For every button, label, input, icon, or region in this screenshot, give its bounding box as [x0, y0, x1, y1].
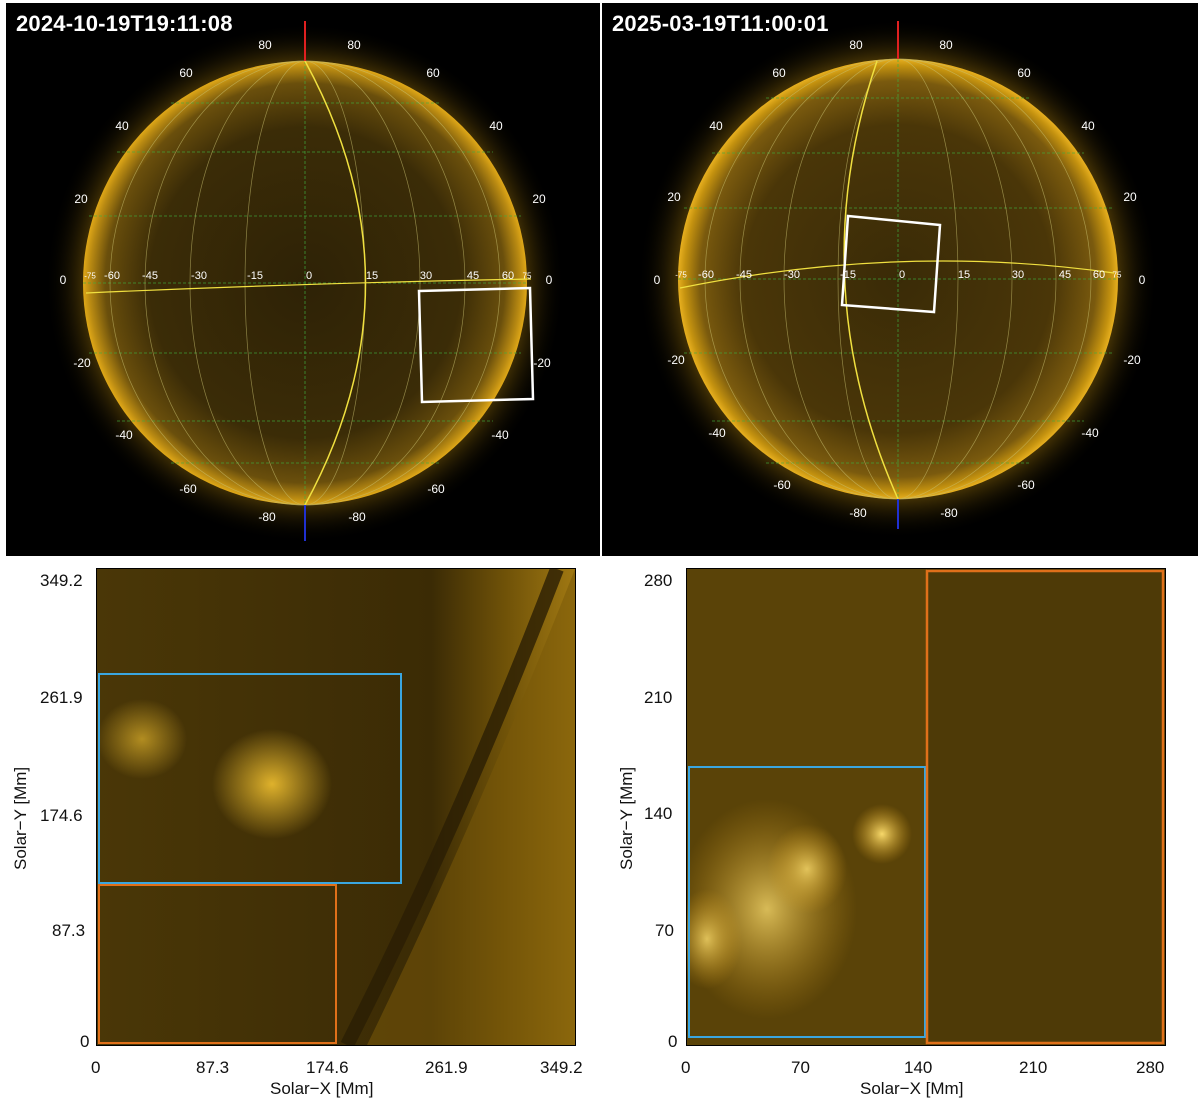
zoom-panel-left — [96, 568, 576, 1046]
lon-label: -75 — [675, 270, 687, 280]
lon-label: 30 — [1011, 269, 1025, 281]
blue-region-box-left — [98, 673, 402, 884]
x-tick: 0 — [91, 1058, 101, 1077]
x-tick: 70 — [791, 1058, 810, 1077]
lon-label: 15 — [957, 269, 971, 281]
lat-label: -80 — [258, 510, 276, 524]
lat-label: 80 — [258, 38, 272, 52]
lat-label: 40 — [489, 119, 503, 133]
lat-label: 80 — [939, 38, 953, 52]
x-tick: 210 — [1019, 1058, 1048, 1077]
y-tick: 349.2 — [40, 571, 83, 590]
lon-label: 30 — [419, 270, 433, 282]
lat-label: -60 — [773, 478, 791, 492]
zoom-panel-right — [686, 568, 1166, 1046]
y-tick: 140 — [644, 804, 673, 823]
orange-region-box-right — [925, 569, 1165, 1045]
orange-region-box-left — [98, 884, 337, 1044]
lat-label: 60 — [1017, 66, 1031, 80]
y-tick: 174.6 — [40, 806, 83, 825]
full-disk-panel-left: 2024-10-19T19:11:08 80 60 40 20 0 -20 -4… — [6, 3, 600, 556]
y-tick: 210 — [644, 688, 673, 707]
x-tick: 261.9 — [425, 1058, 468, 1077]
lat-label: 40 — [115, 119, 129, 133]
region-box-left — [417, 286, 535, 404]
lon-label: 0 — [305, 270, 313, 282]
lat-label: 20 — [74, 192, 88, 206]
lat-label: 80 — [849, 38, 863, 52]
lat-label: -80 — [849, 506, 867, 520]
lat-label: -40 — [708, 426, 726, 440]
y-axis-label: Solar−Y [Mm] — [11, 766, 30, 870]
lat-label: 80 — [347, 38, 361, 52]
lon-label: 75 — [522, 271, 532, 281]
x-tick: 349.2 — [540, 1058, 583, 1077]
x-tick: 140 — [904, 1058, 933, 1077]
lat-label: 0 — [545, 273, 553, 287]
lat-label: 40 — [709, 119, 723, 133]
lat-label: -20 — [667, 353, 685, 367]
lon-label: -60 — [698, 269, 714, 281]
x-tick: 87.3 — [196, 1058, 230, 1077]
lon-label: -45 — [142, 270, 158, 282]
lon-label: 75 — [1112, 270, 1122, 280]
lat-label: 40 — [1081, 119, 1095, 133]
y-tick: 280 — [644, 571, 673, 590]
lon-label: -30 — [191, 270, 207, 282]
lon-label: 15 — [365, 270, 379, 282]
zoom-image-left — [97, 569, 575, 1045]
timestamp-left: 2024-10-19T19:11:08 — [16, 11, 233, 36]
timestamp-right: 2025-03-19T11:00:01 — [612, 11, 829, 36]
lat-label: 60 — [179, 66, 193, 80]
blue-region-box-right — [688, 766, 926, 1038]
lat-label: -40 — [491, 428, 509, 442]
y-tick: 261.9 — [40, 688, 83, 707]
lon-label: 45 — [466, 270, 480, 282]
lat-label: -40 — [1081, 426, 1099, 440]
lat-label: -80 — [940, 506, 958, 520]
full-disk-panel-right: 2025-03-19T11:00:01 80 60 40 20 0 -20 -4… — [602, 3, 1198, 556]
lat-label: 60 — [772, 66, 786, 80]
sun-disk-left — [45, 21, 565, 543]
lon-label: -30 — [784, 269, 800, 281]
x-tick: 174.6 — [306, 1058, 349, 1077]
lat-label: -60 — [427, 482, 445, 496]
x-tick: 280 — [1136, 1058, 1165, 1077]
lat-label: 20 — [532, 192, 546, 206]
lon-label: -75 — [84, 271, 96, 281]
lon-label: -60 — [104, 270, 120, 282]
lat-label: 20 — [667, 190, 681, 204]
lat-label: -20 — [73, 356, 91, 370]
lat-label: -60 — [1017, 478, 1035, 492]
zoom-image-right — [687, 569, 1165, 1045]
lon-label: -15 — [840, 269, 856, 281]
lat-label: 20 — [1123, 190, 1137, 204]
lon-label: -45 — [736, 269, 752, 281]
region-box-right — [840, 214, 942, 314]
lat-label: 0 — [59, 273, 67, 287]
lon-label: 0 — [898, 269, 906, 281]
lat-label: -20 — [1123, 353, 1141, 367]
y-tick: 70 — [655, 921, 674, 940]
lat-label: 0 — [1138, 273, 1146, 287]
lat-label: -20 — [533, 356, 551, 370]
lat-label: 60 — [426, 66, 440, 80]
lon-label: -15 — [247, 270, 263, 282]
lat-label: -80 — [348, 510, 366, 524]
lon-label: 60 — [1092, 269, 1106, 281]
x-axis-label: Solar−X [Mm] — [270, 1079, 374, 1098]
lat-label: -40 — [115, 428, 133, 442]
y-tick: 0 — [80, 1032, 90, 1051]
lat-label: -60 — [179, 482, 197, 496]
lon-label: 45 — [1058, 269, 1072, 281]
y-axis-label: Solar−Y [Mm] — [617, 766, 636, 870]
sun-disk-right — [638, 19, 1158, 539]
lat-label: 0 — [653, 273, 661, 287]
x-tick: 0 — [681, 1058, 691, 1077]
y-tick: 87.3 — [52, 921, 86, 940]
lon-label: 60 — [501, 270, 515, 282]
x-axis-label: Solar−X [Mm] — [860, 1079, 964, 1098]
y-tick: 0 — [668, 1032, 678, 1051]
